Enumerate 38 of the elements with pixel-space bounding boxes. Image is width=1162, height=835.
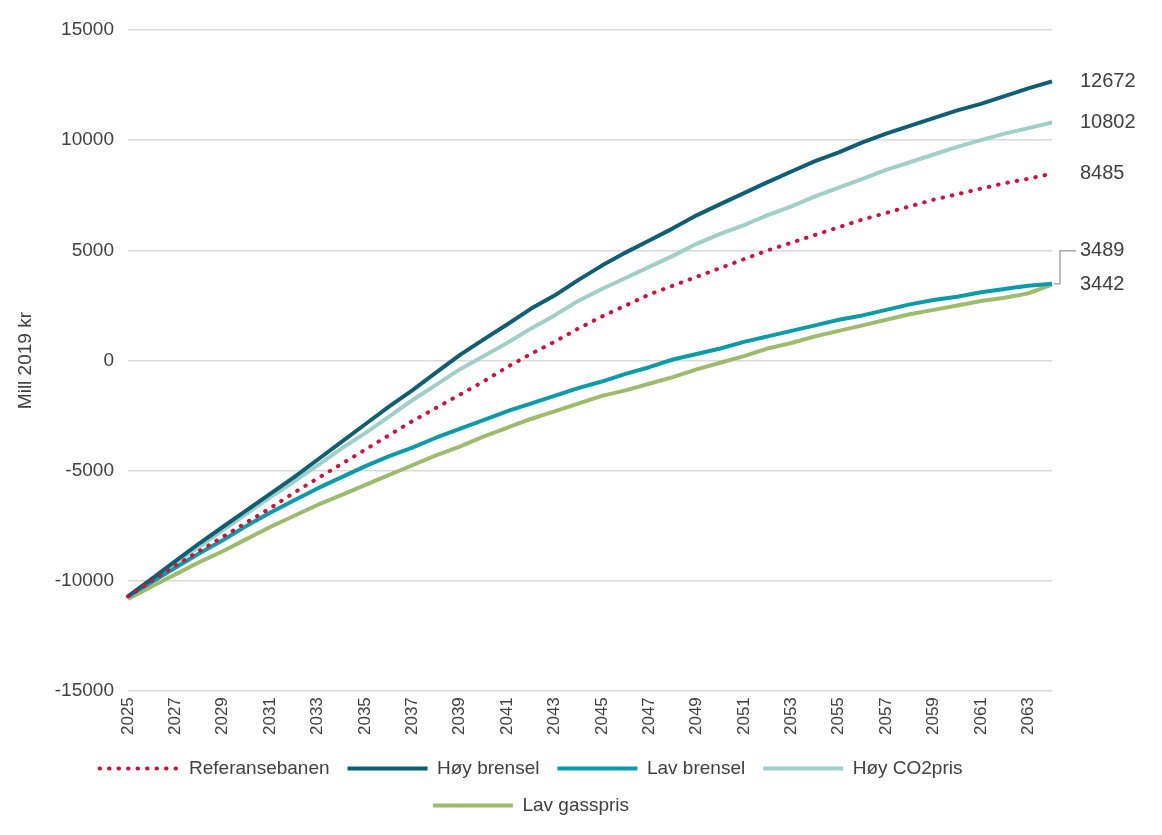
y-tick-label: 15000 — [61, 18, 114, 40]
y-tick-label: 0 — [103, 348, 114, 370]
legend-label: Lav brensel — [646, 756, 746, 778]
x-tick-label: 2043 — [544, 697, 564, 736]
x-tick-label: 2049 — [686, 697, 706, 736]
x-tick-label: 2057 — [875, 697, 895, 736]
y-tick-label: 10000 — [61, 128, 114, 150]
y-axis-title: Mill 2019 kr — [13, 311, 35, 410]
x-tick-label: 2035 — [354, 697, 374, 736]
x-tick-label: 2027 — [165, 697, 185, 736]
legend-label: Høy brensel — [437, 756, 540, 778]
data-label: 3442 — [1080, 272, 1125, 295]
x-tick-label: 2051 — [733, 697, 753, 736]
x-tick-label: 2047 — [638, 697, 658, 736]
y-tick-label: -15000 — [54, 679, 114, 701]
x-tick-label: 2039 — [449, 697, 469, 736]
data-label: 12672 — [1080, 68, 1136, 91]
x-tick-label: 2037 — [401, 697, 421, 736]
x-tick-label: 2031 — [259, 697, 279, 736]
x-tick-label: 2029 — [212, 697, 232, 736]
x-tick-label: 2061 — [970, 697, 990, 736]
data-label: 10802 — [1080, 110, 1136, 133]
legend-label: Lav gasspris — [522, 793, 630, 815]
x-tick-label: 2063 — [1017, 697, 1037, 736]
x-tick-label: 2025 — [117, 697, 137, 736]
x-tick-label: 2045 — [591, 697, 611, 736]
data-label: 3489 — [1080, 238, 1125, 261]
legend-label: Høy CO2pris — [852, 756, 963, 778]
data-label: 8485 — [1080, 161, 1125, 184]
y-tick-label: 5000 — [71, 238, 114, 260]
x-tick-label: 2053 — [781, 697, 801, 736]
x-tick-label: 2055 — [828, 697, 848, 736]
y-tick-label: -5000 — [65, 459, 114, 481]
x-tick-label: 2033 — [307, 697, 327, 736]
y-tick-label: -10000 — [54, 569, 114, 591]
x-tick-label: 2041 — [496, 697, 516, 736]
legend-label: Referansebanen — [189, 756, 330, 778]
x-tick-label: 2059 — [923, 697, 943, 736]
